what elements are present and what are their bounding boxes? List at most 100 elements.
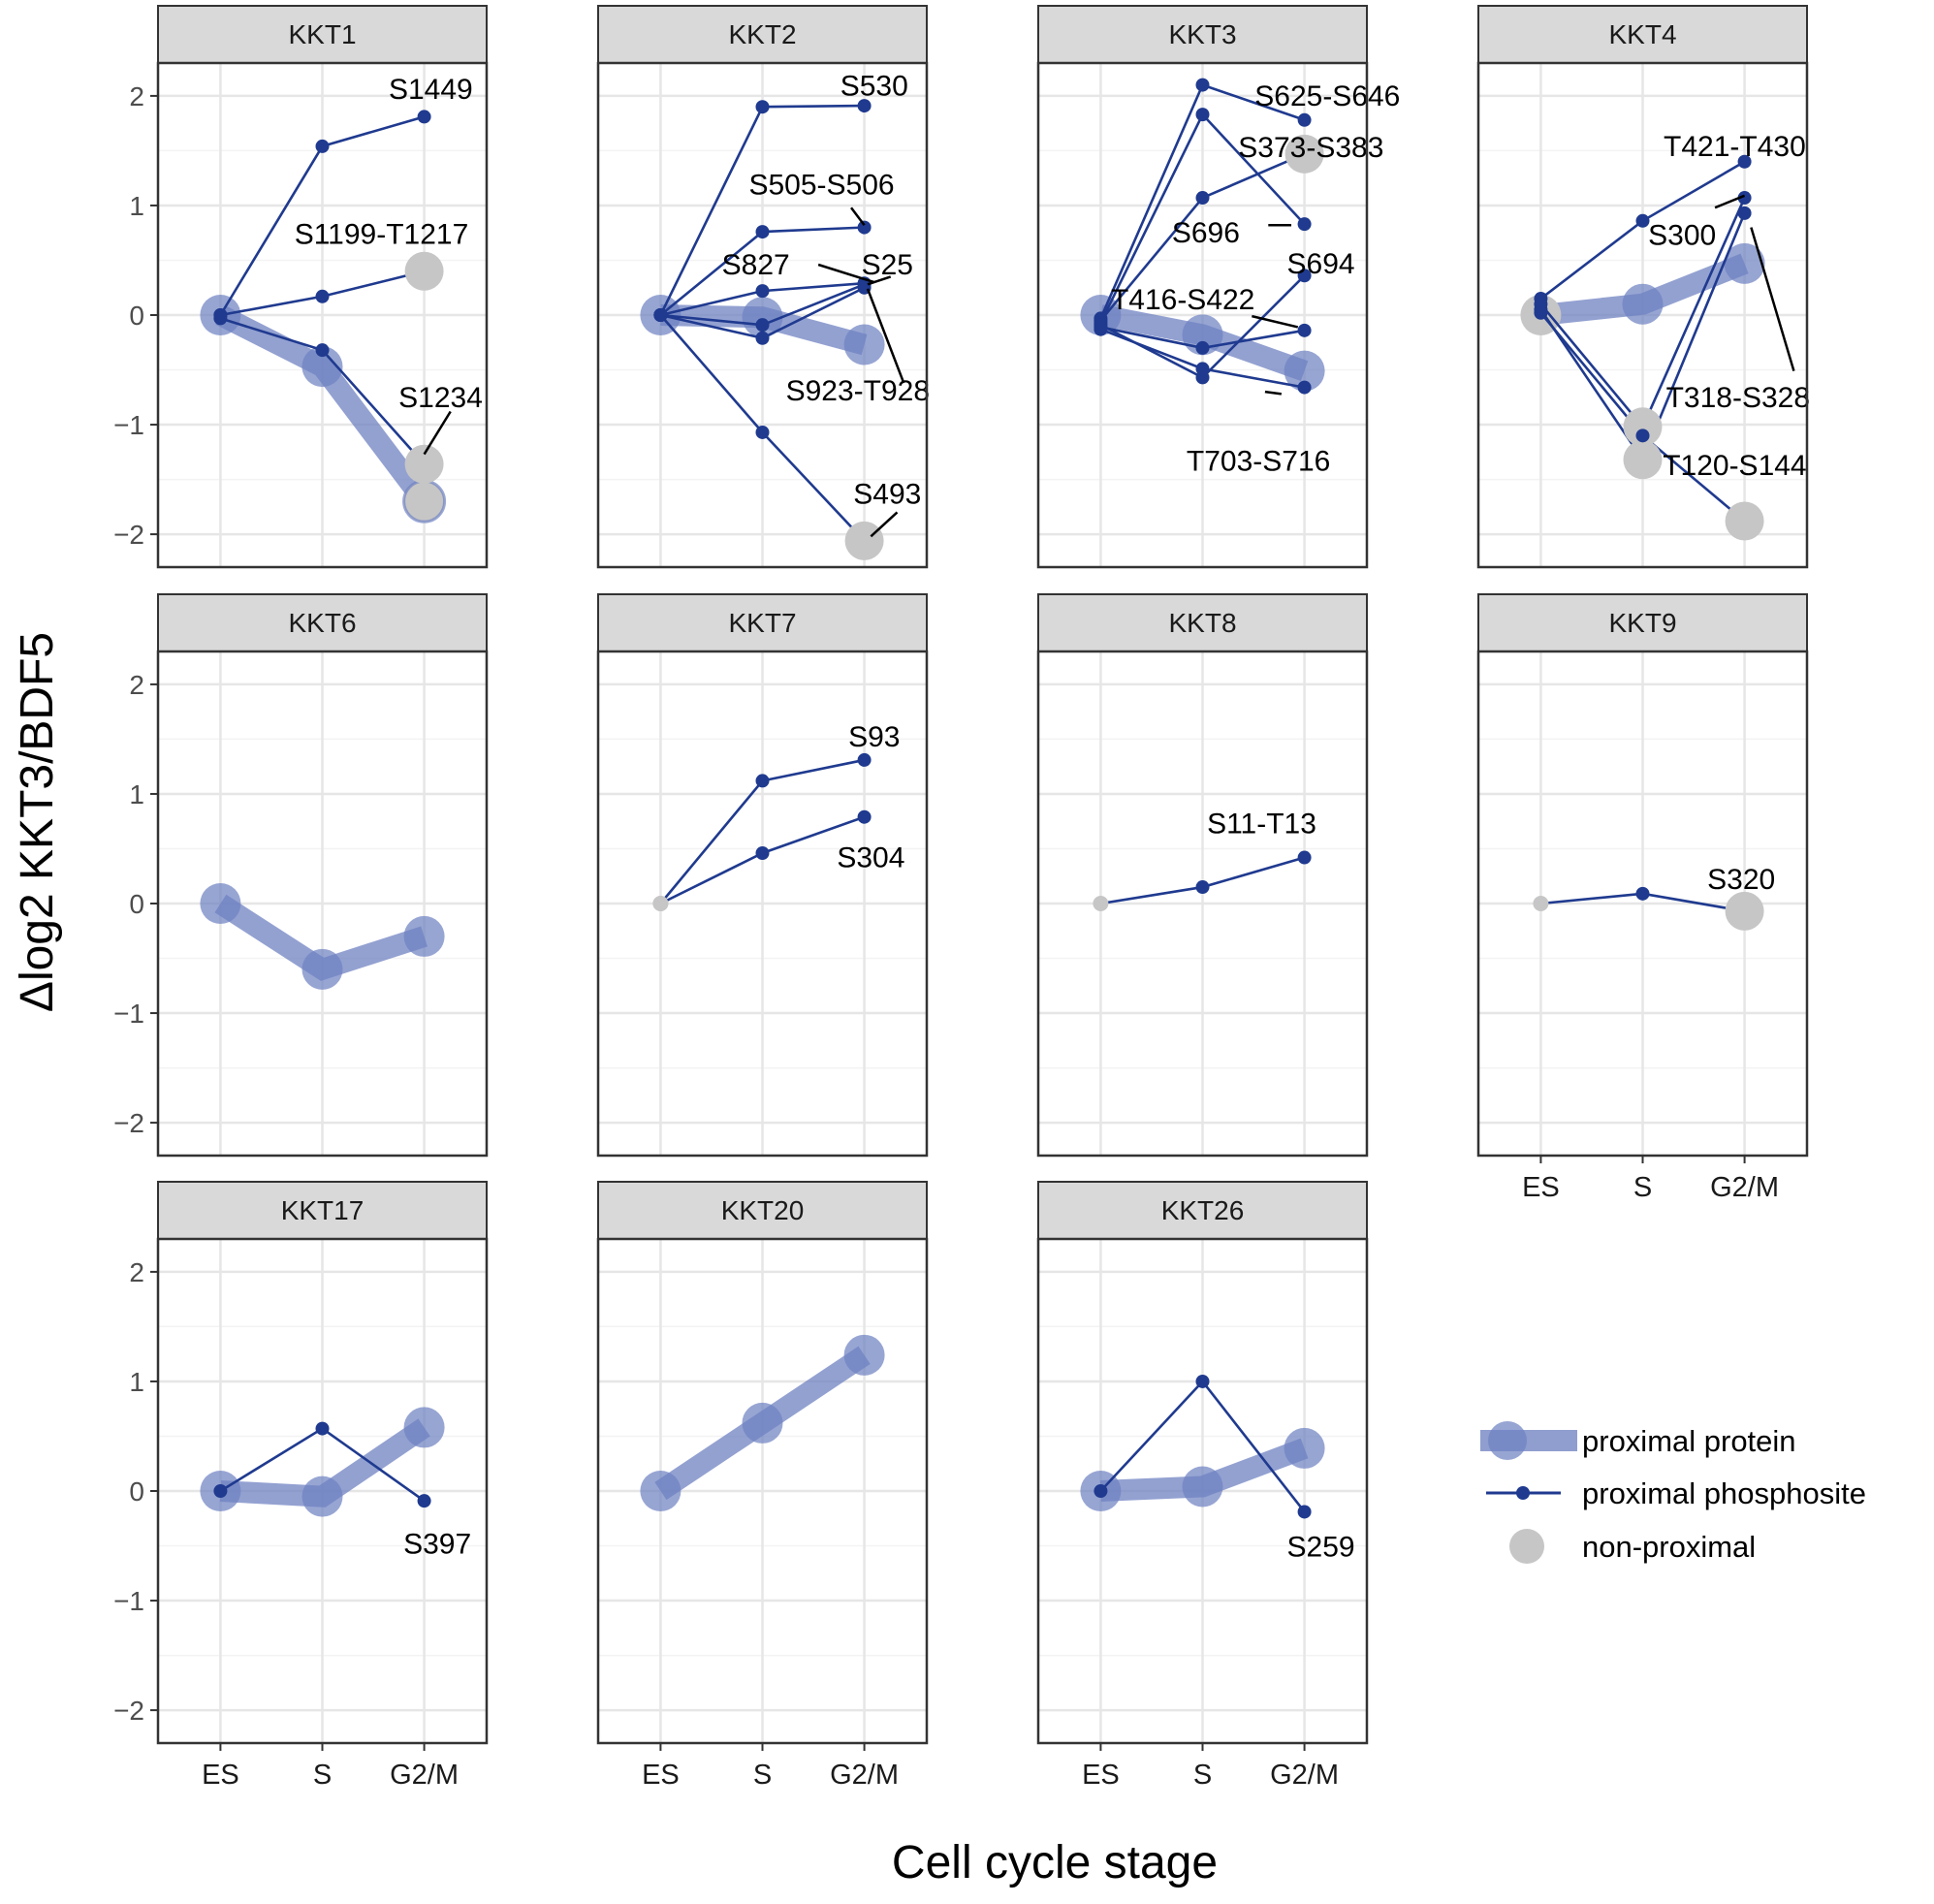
site-point-kkt4-t120-s144-s <box>1635 428 1650 443</box>
site-point-kkt4-s300-s <box>1623 407 1663 447</box>
y-tick-label-kkt6: 0 <box>129 889 144 919</box>
site-label-kkt26-s259: S259 <box>1287 1532 1355 1564</box>
panel-kkt1: KKT1 S1449 S1199-T1217 S1234 −2 −1 0 1 2 <box>113 5 489 569</box>
site-point-kkt1-s1199-t1217-g2-m <box>404 251 444 291</box>
panel-kkt7: KKT7 S93 S304 <box>596 593 929 1158</box>
panel-strip-kkt4 <box>1477 5 1808 64</box>
legend-phosphosite-key-marker <box>1516 1486 1530 1500</box>
panel-strip-kkt1 <box>157 5 488 64</box>
site-point-kkt17-s397-g2-m <box>417 1494 431 1508</box>
site-point-kkt1-s1449-s <box>315 139 330 153</box>
panel-kkt6: KKT6 −2 −1 0 1 2 <box>113 593 489 1158</box>
site-point-kkt3-t416-s422-g2-m <box>1297 323 1312 337</box>
leader-line-kkt2-s827 <box>817 263 875 284</box>
site-label-kkt3-t703-s716: T703-S716 <box>1187 445 1330 477</box>
panel-title-kkt1: KKT1 <box>288 19 356 49</box>
site-point-kkt26-s259-es <box>1094 1484 1108 1498</box>
site-label-kkt4-t421-t430: T421-T430 <box>1664 131 1806 163</box>
y-tick-label-kkt1: 1 <box>129 191 144 221</box>
panel-border-kkt7 <box>596 650 929 1158</box>
site-point-kkt3-s696-g2-m <box>1297 217 1312 232</box>
site-label-kkt8-s11-t13: S11-T13 <box>1207 808 1316 840</box>
panel-strip-kkt20 <box>597 1181 928 1240</box>
site-point-kkt7-s304-g2-m <box>857 809 872 824</box>
y-tick-label-kkt17: −2 <box>113 1696 144 1726</box>
panel-title-kkt20: KKT20 <box>721 1195 805 1225</box>
panel-kkt26: KKT26 S259 ES S G2/M <box>1036 1181 1369 1791</box>
y-tick-label-kkt17: 2 <box>129 1257 144 1287</box>
site-point-kkt1-s1234-g2-m <box>404 444 444 484</box>
site-point-kkt2-s827-s <box>755 284 770 299</box>
protein-marker-kkt6-es <box>200 883 241 924</box>
panel-border-kkt2 <box>596 61 929 569</box>
site-point-kkt17-s397-es <box>213 1484 228 1498</box>
site-point-kkt1-s1199-t1217-s <box>315 289 330 303</box>
site-point-kkt3-t703-s716-s <box>1195 362 1210 376</box>
site-point-kkt3-s696-s <box>1195 108 1210 122</box>
panel-title-kkt8: KKT8 <box>1168 608 1236 638</box>
site-point-kkt4-s300-g2-m <box>1737 191 1752 206</box>
site-point-kkt3-s694-g2-m <box>1297 269 1312 283</box>
site-point-kkt3-s373-s383-s <box>1195 191 1210 206</box>
y-tick-label-kkt17: 0 <box>129 1476 144 1507</box>
site-point-kkt4-t120-s144-g2-m <box>1725 501 1764 541</box>
protein-marker-kkt4-s <box>1622 283 1664 325</box>
panel-border-kkt8 <box>1036 650 1369 1158</box>
y-tick-label-kkt1: −2 <box>113 520 144 550</box>
site-label-kkt3-s694: S694 <box>1287 248 1355 280</box>
panel-kkt4: KKT4 T421-T430 S300 T318-S328 T120-S144 <box>1476 5 1810 569</box>
site-point-kkt4-t318-s328-s <box>1623 440 1663 480</box>
site-label-kkt9-s320: S320 <box>1707 864 1775 896</box>
protein-marker-kkt1-g2-m <box>402 479 447 524</box>
panel-border-kkt4 <box>1476 61 1809 569</box>
protein-marker-kkt3-g2-m <box>1284 350 1325 392</box>
legend-non-proximal-key-marker <box>1509 1529 1544 1564</box>
site-label-kkt7-s304: S304 <box>837 842 904 874</box>
site-point-kkt3-s625-s646-g2-m <box>1297 112 1312 127</box>
site-point-kkt7-s93-g2-m <box>857 752 872 767</box>
site-point-kkt9-s320-g2-m <box>1725 891 1764 931</box>
legend: proximal protein proximal phosphosite no… <box>1480 1421 1866 1564</box>
panel-kkt20: KKT20 ES S G2/M <box>596 1181 929 1791</box>
protein-marker-kkt2-s <box>742 297 783 338</box>
site-point-kkt2-s25-s <box>755 318 770 333</box>
site-point-kkt8-s11-t13-es <box>1093 896 1109 911</box>
site-point-kkt3-s625-s646-s <box>1195 78 1210 92</box>
site-point-kkt2-s493-g2-m <box>844 521 884 560</box>
site-label-kkt2-s827: S827 <box>722 249 790 281</box>
panel-title-kkt9: KKT9 <box>1608 608 1676 638</box>
protein-marker-kkt6-s <box>301 948 343 990</box>
leader-line-kkt2-s505-s506 <box>850 206 866 227</box>
protein-marker-kkt20-s <box>742 1402 783 1444</box>
x-tick-label-kkt17-g2-m: G2/M <box>390 1760 459 1791</box>
site-point-kkt26-s259-g2-m <box>1297 1505 1312 1519</box>
x-axis-title: Cell cycle stage <box>892 1837 1218 1888</box>
site-point-kkt2-s493-es <box>653 308 668 322</box>
site-point-kkt8-s11-t13-g2-m <box>1297 850 1312 865</box>
site-point-kkt1-s1449-g2-m <box>417 110 431 124</box>
protein-marker-kkt17-g2-m <box>403 1407 445 1448</box>
protein-marker-kkt26-s <box>1182 1466 1223 1507</box>
panel-border-kkt3 <box>1036 61 1369 569</box>
site-point-kkt26-s259-s <box>1195 1374 1210 1388</box>
x-tick-label-kkt20-es: ES <box>642 1760 680 1791</box>
panel-kkt9: KKT9 S320 ES S G2/M <box>1476 593 1809 1203</box>
site-point-kkt3-s373-s383-g2-m <box>1284 134 1324 174</box>
protein-marker-kkt1-s <box>301 346 343 388</box>
leader-line-kkt4-t318-s328 <box>1750 227 1795 372</box>
site-label-kkt2-s923-t928: S923-T928 <box>786 375 930 407</box>
x-tick-label-kkt17-es: ES <box>202 1760 239 1791</box>
legend-label-non-proximal: non-proximal <box>1582 1530 1756 1564</box>
site-label-kkt2-s530: S530 <box>840 71 908 103</box>
panel-title-kkt6: KKT6 <box>288 608 356 638</box>
panel-strip-kkt3 <box>1037 5 1368 64</box>
leader-line-kkt3-t703-s716 <box>1264 390 1283 396</box>
x-tick-label-kkt9-g2-m: G2/M <box>1710 1172 1779 1203</box>
site-point-kkt2-s923-t928-s <box>755 331 770 345</box>
site-label-kkt4-t318-s328: T318-S328 <box>1666 382 1810 414</box>
site-label-kkt1-s1199-t1217: S1199-T1217 <box>295 218 469 250</box>
site-point-kkt7-s93-s <box>755 774 770 788</box>
site-label-kkt1-s1449: S1449 <box>389 74 473 106</box>
site-point-kkt4-t421-t430-g2-m <box>1737 154 1752 169</box>
